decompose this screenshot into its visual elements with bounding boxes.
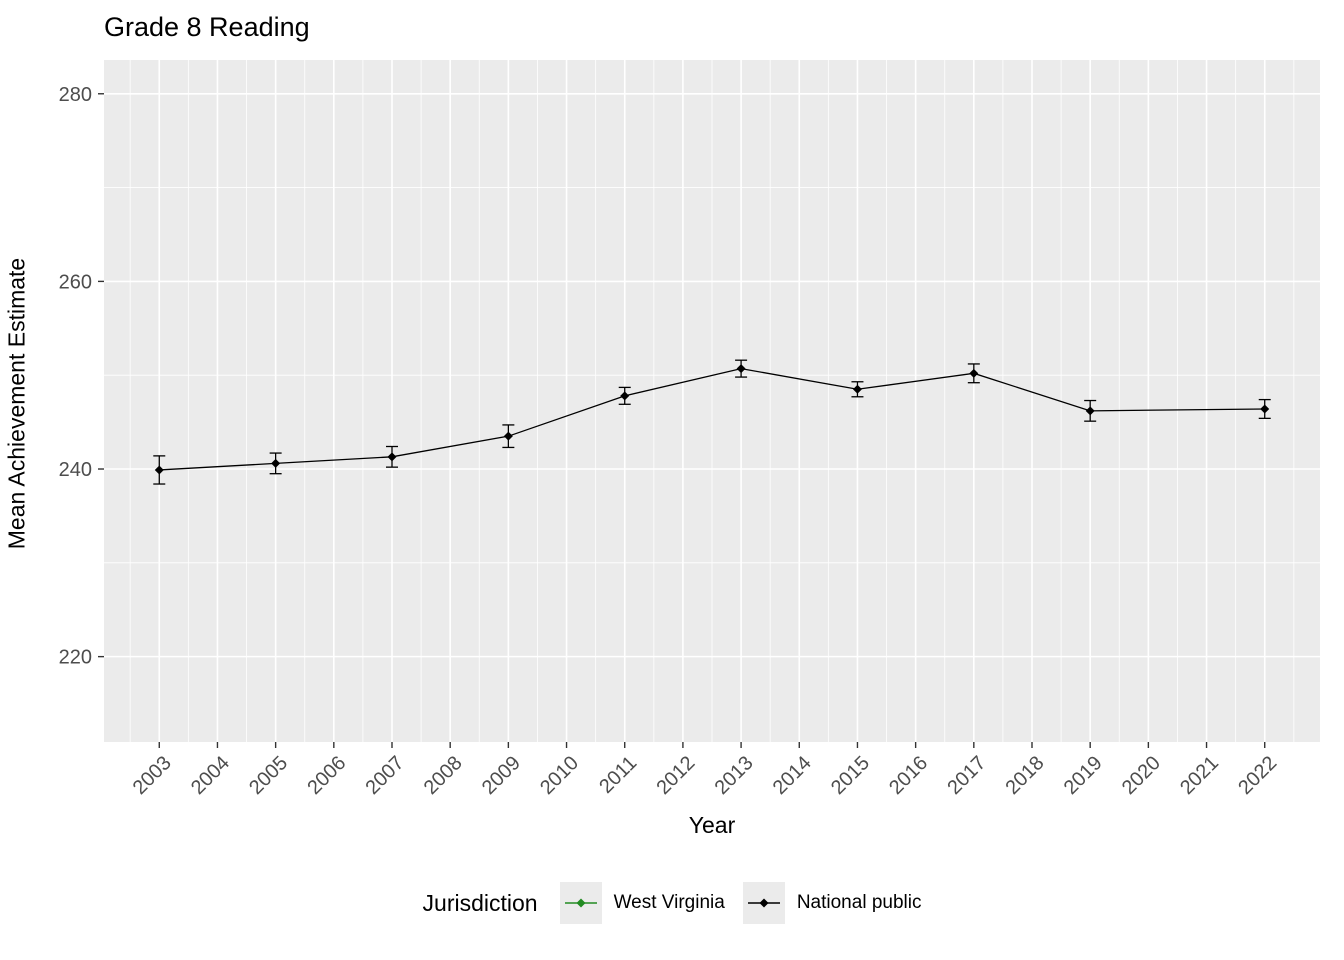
svg-text:2017: 2017	[943, 752, 990, 799]
svg-text:2012: 2012	[652, 752, 699, 799]
svg-text:2021: 2021	[1176, 752, 1223, 799]
svg-text:2018: 2018	[1002, 752, 1049, 799]
chart-title: Grade 8 Reading	[104, 12, 310, 42]
svg-text:2014: 2014	[769, 752, 816, 799]
svg-text:2013: 2013	[711, 752, 758, 799]
legend-entry-national-public: National public	[742, 882, 922, 924]
legend-label: National public	[796, 892, 922, 913]
svg-text:2020: 2020	[1118, 752, 1165, 799]
legend: Jurisdiction West Virginia National publ…	[0, 882, 1344, 924]
svg-text:2007: 2007	[362, 752, 409, 799]
svg-text:2010: 2010	[536, 752, 583, 799]
legend-label: West Virginia	[613, 892, 725, 913]
svg-text:2008: 2008	[420, 752, 467, 799]
svg-text:2003: 2003	[129, 752, 176, 799]
svg-text:2015: 2015	[827, 752, 874, 799]
svg-text:2019: 2019	[1060, 752, 1107, 799]
svg-text:240: 240	[59, 459, 92, 481]
svg-text:280: 280	[59, 84, 92, 106]
x-axis-label: Year	[688, 812, 736, 838]
svg-text:2022: 2022	[1234, 752, 1281, 799]
legend-title: Jurisdiction	[422, 889, 538, 916]
svg-text:220: 220	[59, 647, 92, 669]
svg-text:260: 260	[59, 271, 92, 293]
svg-text:2005: 2005	[245, 752, 292, 799]
svg-text:2006: 2006	[303, 752, 350, 799]
line-point-icon	[559, 882, 602, 924]
line-point-icon	[742, 882, 785, 924]
svg-text:2004: 2004	[187, 752, 234, 799]
svg-text:2011: 2011	[595, 752, 641, 798]
svg-text:2016: 2016	[885, 752, 932, 799]
legend-entry-west-virginia: West Virginia	[559, 882, 725, 924]
svg-text:2009: 2009	[478, 752, 525, 799]
plot-area: 220 240 260 280 2003 2004 2005 2006 2007 2008 2009…	[59, 60, 1320, 799]
